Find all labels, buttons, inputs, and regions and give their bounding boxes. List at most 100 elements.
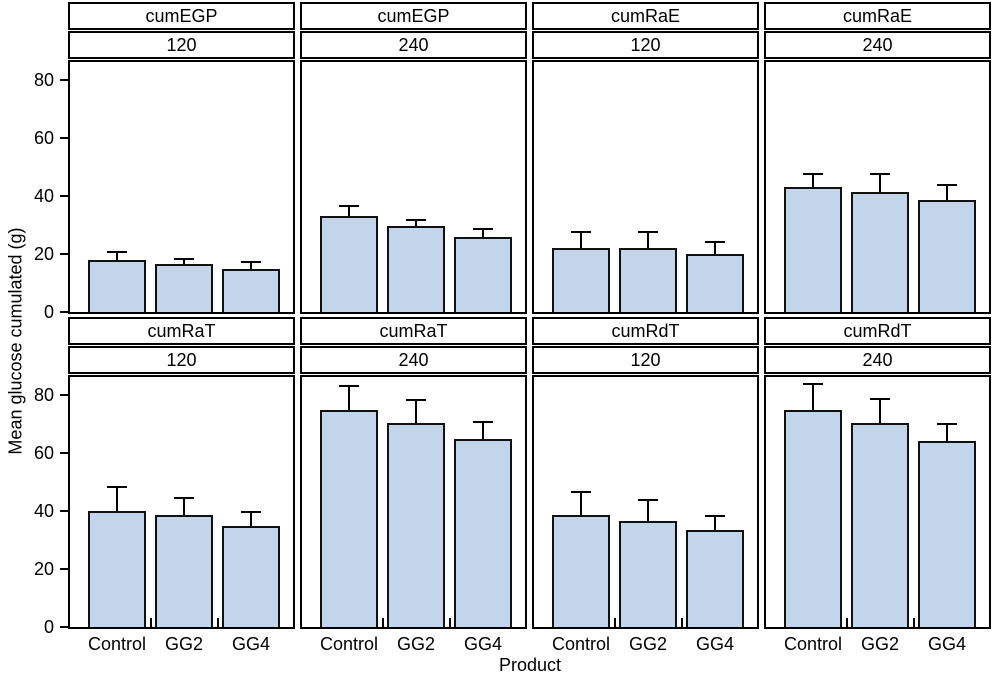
bar-Control (784, 187, 842, 312)
bar-GG4 (686, 529, 744, 627)
x-tick-label-Control: Control (319, 634, 379, 654)
x-axis-tick (382, 618, 384, 627)
panel-cumRaT-240: cumRaT 240 Control GG2 GG4 (300, 317, 527, 657)
error-bar-cap (174, 496, 194, 499)
error-bar (406, 219, 426, 227)
panel-variable-header: cumRaT (68, 317, 295, 345)
plot-area (68, 375, 295, 629)
error-bar-cap (174, 258, 194, 261)
y-tick (60, 253, 68, 255)
error-bar-cap (107, 486, 127, 489)
bar-GG2 (619, 521, 677, 627)
error-bar-stem (482, 421, 484, 439)
error-bar (571, 230, 591, 249)
bar-GG4 (454, 236, 512, 312)
bar-Control (320, 216, 378, 312)
error-bar-stem (714, 240, 716, 254)
y-tick-label: 0 (43, 617, 54, 637)
y-tick (60, 137, 68, 139)
panel-cumRdT-120: cumRdT 120 Control GG2 GG4 (532, 317, 759, 657)
error-bar (174, 258, 194, 265)
x-axis-tick (614, 618, 616, 627)
error-bar (241, 261, 261, 269)
x-axis-tick (913, 618, 915, 627)
bar-GG2 (851, 191, 909, 312)
error-bar-stem (647, 230, 649, 249)
y-tick-label: 80 (33, 70, 54, 90)
x-tick-label-Control: Control (783, 634, 843, 654)
error-bar-cap (339, 204, 359, 207)
error-bar (107, 251, 127, 260)
error-bar-cap (406, 219, 426, 222)
y-axis: 0 20 40 60 80 (0, 2, 68, 322)
error-bar-stem (348, 384, 350, 410)
panel-time-header: 120 (68, 346, 295, 374)
x-tick-label-GG4: GG4 (927, 634, 967, 654)
panel-cumRaT-120: cumRaT 120 Control GG2 GG4 (68, 317, 295, 657)
error-bar-cap (937, 184, 957, 187)
bar-GG4 (454, 438, 512, 627)
panel-time-header: 120 (68, 31, 295, 59)
error-bar-cap (803, 383, 823, 386)
error-bar (638, 230, 658, 249)
y-axis: 0 20 40 60 80 (0, 317, 68, 657)
error-bar (107, 486, 127, 511)
y-tick (60, 195, 68, 197)
panel-variable-header: cumRdT (532, 317, 759, 345)
bar-GG2 (851, 422, 909, 627)
panel-cumEGP-120: cumEGP 120 (68, 2, 295, 314)
panel-time-header: 120 (532, 31, 759, 59)
panel-cumRdT-240: cumRdT 240 Control GG2 GG4 (764, 317, 991, 657)
plot-area (300, 60, 527, 314)
y-tick (60, 311, 68, 313)
error-bar (937, 184, 957, 201)
bar-Control (552, 248, 610, 312)
error-bar-stem (580, 230, 582, 249)
bar-GG2 (619, 248, 677, 312)
error-bar-cap (705, 515, 725, 518)
bar-GG4 (686, 254, 744, 312)
error-bar-cap (571, 490, 591, 493)
error-bar-stem (415, 399, 417, 423)
y-tick (60, 79, 68, 81)
panel-variable-header: cumRdT (764, 317, 991, 345)
error-bar-stem (879, 172, 881, 192)
y-tick-label: 80 (33, 385, 54, 405)
y-tick (60, 626, 68, 628)
x-tick-label-GG4: GG4 (231, 634, 271, 654)
plot-area (300, 375, 527, 629)
error-bar (870, 397, 890, 423)
x-axis-tick (846, 618, 848, 627)
bar-GG4 (918, 200, 976, 312)
bar-Control (552, 515, 610, 627)
error-bar-stem (116, 486, 118, 511)
error-bar (174, 496, 194, 516)
error-bar-stem (946, 184, 948, 201)
error-bar (705, 515, 725, 530)
error-bar (473, 227, 493, 237)
error-bar-cap (705, 240, 725, 243)
y-tick (60, 568, 68, 570)
plot-area (532, 375, 759, 629)
error-bar-stem (946, 422, 948, 442)
plot-area (764, 375, 991, 629)
error-bar-stem (415, 219, 417, 227)
y-tick-label: 0 (43, 302, 54, 322)
y-tick (60, 452, 68, 454)
panel-time-header: 120 (532, 346, 759, 374)
error-bar-stem (183, 258, 185, 265)
x-tick-label-Control: Control (87, 634, 147, 654)
panel-cumRaE-120: cumRaE 120 (532, 2, 759, 314)
error-bar (870, 172, 890, 192)
panel-cumEGP-240: cumEGP 240 (300, 2, 527, 314)
error-bar (803, 383, 823, 410)
bar-Control (320, 409, 378, 627)
x-tick-label-GG4: GG4 (695, 634, 735, 654)
error-bar (937, 422, 957, 442)
plot-area (532, 60, 759, 314)
x-tick-label-GG2: GG2 (860, 634, 900, 654)
error-bar (339, 384, 359, 410)
error-bar-cap (870, 172, 890, 175)
error-bar-cap (107, 251, 127, 254)
